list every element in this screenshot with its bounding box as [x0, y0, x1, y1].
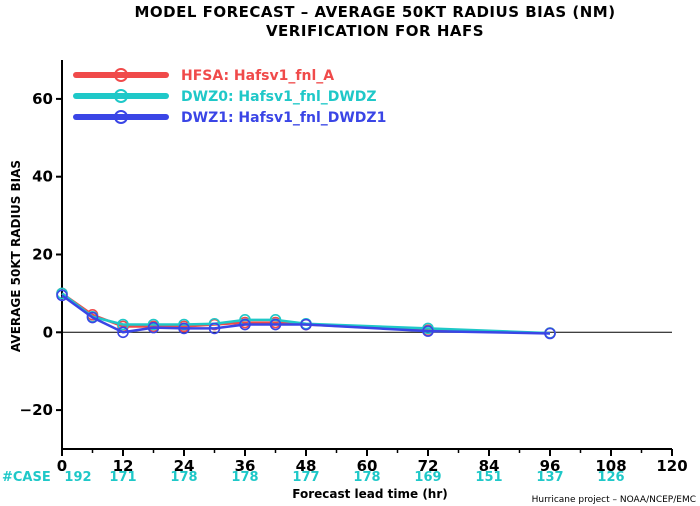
series-line-0	[61, 292, 551, 335]
x-tick-label: 96	[540, 457, 561, 475]
case-count: 171	[109, 470, 136, 485]
y-tick-label: 60	[32, 90, 53, 108]
x-tick-label: 84	[479, 457, 500, 475]
x-tick-label: 108	[595, 457, 626, 475]
series-1-point	[147, 318, 160, 331]
series-lines	[56, 287, 556, 340]
series-2-point	[208, 322, 221, 335]
series-2-point	[239, 318, 251, 331]
x-axis-label: Forecast lead time (hr)	[292, 487, 448, 501]
x-tick-label: 72	[418, 457, 439, 475]
case-count: 178	[170, 470, 197, 485]
x-tick-label: 12	[113, 457, 134, 475]
series-1-point	[117, 318, 129, 331]
legend-marker-2	[114, 110, 128, 124]
legend: HFSA: Hafsv1_fnl_A DWZ0: Hafsv1_fnl_DWDZ D…	[73, 68, 386, 126]
legend-marker-0	[114, 68, 128, 82]
series-line-2	[61, 294, 551, 335]
series-2-point	[422, 325, 434, 337]
credit-text: Hurricane project – NOAA/NCEP/EMC	[532, 495, 696, 505]
case-count: 169	[414, 470, 441, 485]
case-count: 137	[536, 470, 563, 485]
series-2-point	[269, 318, 282, 331]
x-tick-label: 24	[174, 457, 195, 475]
case-count: 177	[292, 470, 319, 485]
case-count: 151	[475, 470, 502, 485]
case-count: 192	[64, 470, 91, 485]
y-axis-label: AVERAGE 50KT RADIUS BIAS	[9, 160, 23, 352]
series-2-point	[117, 326, 129, 339]
series-2-point	[147, 321, 160, 334]
x-tick-label: 48	[296, 457, 317, 475]
legend-label-2: DWZ1: Hafsv1_fnl_DWDZ1	[181, 110, 386, 126]
y-tick-label: 0	[43, 323, 53, 341]
x-tick-label: 60	[357, 457, 378, 475]
x-axis: 0 12 24 36 48 60 72 84 96 108 120	[57, 449, 688, 475]
series-2-point	[544, 327, 556, 340]
series-2-point	[178, 322, 190, 335]
y-tick-label: −20	[20, 401, 53, 419]
series-2-point	[300, 318, 312, 331]
x-tick-label: 120	[656, 457, 687, 475]
y-axis: −20 0 20 40 60	[20, 90, 62, 419]
y-tick-label: 20	[32, 246, 53, 264]
legend-label-1: DWZ0: Hafsv1_fnl_DWDZ	[181, 89, 377, 105]
x-tick-label: 36	[235, 457, 256, 475]
case-count: 178	[231, 470, 258, 485]
x-tick-label: 0	[57, 457, 67, 475]
case-label: #CASE	[2, 470, 51, 485]
chart-title-line2: VERIFICATION FOR HAFS	[266, 22, 484, 40]
series-2-point	[56, 289, 68, 302]
case-count: 178	[353, 470, 380, 485]
series-2-point	[86, 311, 99, 324]
case-count-row: #CASE 192 171 178 178 177 178 169 151 137 126	[2, 470, 625, 485]
case-count: 126	[597, 470, 624, 485]
y-tick-label: 40	[32, 168, 53, 186]
legend-marker-1	[114, 89, 128, 103]
legend-label-0: HFSA: Hafsv1_fnl_A	[181, 68, 334, 84]
chart-title-line1: MODEL FORECAST – AVERAGE 50KT RADIUS BIA…	[134, 3, 615, 21]
